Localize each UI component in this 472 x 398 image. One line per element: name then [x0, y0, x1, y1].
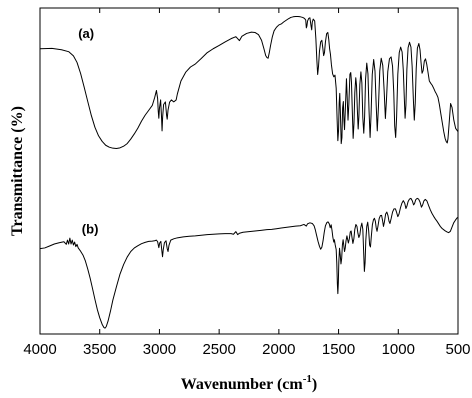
- x-tick-label-3500: 3500: [83, 341, 116, 358]
- x-tick-label-1000: 1000: [382, 341, 415, 358]
- curve-label-a: (a): [78, 26, 94, 41]
- spectrum-line-a: [39, 15, 459, 150]
- x-axis-title-superscript: -1: [303, 373, 312, 385]
- x-tick-label-3000: 3000: [143, 341, 176, 358]
- spectra: [39, 15, 459, 329]
- x-axis-tick-labels: 4000 3500 3000 2500 2000 1500 1000 500: [23, 341, 470, 358]
- curve-labels: (a) (b): [78, 26, 98, 237]
- curve-label-b: (b): [82, 222, 99, 237]
- x-axis-title: Wavenumber (cm-1): [181, 373, 317, 393]
- plot-frame: [39, 7, 459, 335]
- x-tick-label-500: 500: [445, 341, 470, 358]
- x-tick-label-1500: 1500: [322, 341, 355, 358]
- x-tick-label-2500: 2500: [202, 341, 235, 358]
- y-axis-title: Transmittance (%): [9, 106, 26, 236]
- x-tick-label-4000: 4000: [23, 341, 56, 358]
- x-axis-title-main: Wavenumber (cm: [181, 376, 304, 393]
- x-axis-title-close: ): [312, 376, 317, 393]
- spectrum-line-b: [39, 197, 459, 329]
- x-tick-label-2000: 2000: [262, 341, 295, 358]
- x-axis-ticks: [39, 8, 459, 334]
